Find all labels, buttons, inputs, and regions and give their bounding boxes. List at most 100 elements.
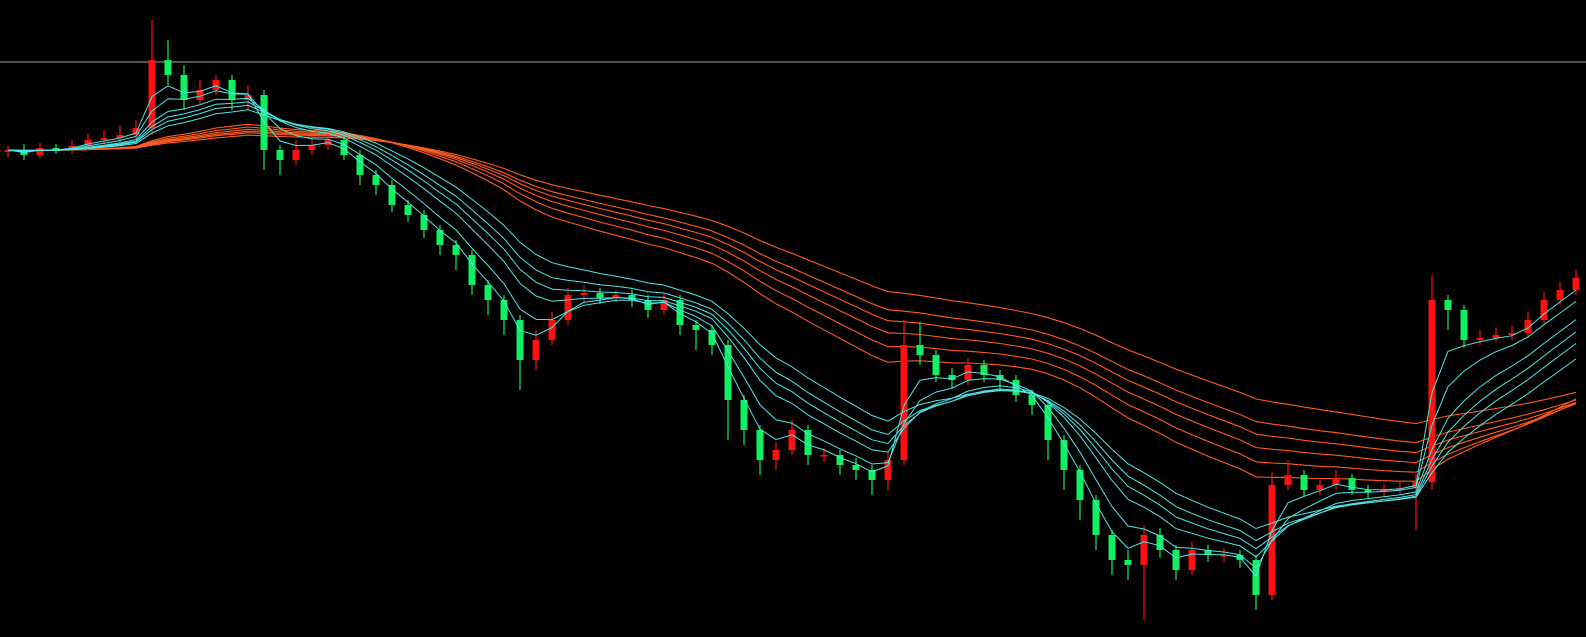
candle-body xyxy=(724,345,732,400)
candle xyxy=(772,442,780,470)
candle-body xyxy=(180,75,188,100)
candle xyxy=(532,330,540,370)
candle-body xyxy=(1076,470,1084,500)
candle xyxy=(564,288,572,325)
candle-body xyxy=(628,295,636,300)
candle xyxy=(1284,460,1292,490)
candle xyxy=(1172,545,1180,580)
candle xyxy=(356,150,364,185)
candle-body xyxy=(52,148,60,150)
candle xyxy=(4,146,12,158)
candle-body xyxy=(1556,290,1564,300)
candle-body xyxy=(1524,320,1532,333)
candle xyxy=(148,20,156,135)
candle xyxy=(404,200,412,222)
candle xyxy=(388,180,396,212)
candle-body xyxy=(804,430,812,455)
candle xyxy=(116,125,124,142)
candle-body xyxy=(1316,485,1324,490)
candle-body xyxy=(660,300,668,310)
candle xyxy=(996,370,1004,390)
candle-body xyxy=(900,345,908,460)
candle-body xyxy=(36,148,44,155)
candle xyxy=(260,90,268,170)
candle-body xyxy=(868,470,876,480)
candle-body xyxy=(1300,475,1308,490)
candle xyxy=(1412,474,1420,530)
fast-ema-8 xyxy=(7,97,1577,558)
candle xyxy=(1268,472,1276,600)
candle-body xyxy=(1540,300,1548,320)
candle-body xyxy=(1156,535,1164,550)
candle-body xyxy=(740,400,748,430)
candle-body xyxy=(964,365,972,380)
candle xyxy=(276,145,284,175)
candle-body xyxy=(500,300,508,320)
fast-ema-12 xyxy=(7,104,1577,542)
candle xyxy=(100,130,108,144)
candle-body xyxy=(100,138,108,140)
candle xyxy=(1364,485,1372,498)
candle-body xyxy=(1108,535,1116,560)
candle-body xyxy=(1060,440,1068,470)
candle-body xyxy=(148,60,156,128)
candle-body xyxy=(1092,500,1100,535)
candle-body xyxy=(1348,478,1356,490)
candle xyxy=(468,250,476,295)
fast-ema-3 xyxy=(7,85,1577,578)
candle-body xyxy=(212,80,220,90)
candle xyxy=(548,312,556,345)
slow-ema-50 xyxy=(7,132,1577,444)
candle xyxy=(52,144,60,154)
candle-body xyxy=(308,145,316,150)
candle-body xyxy=(356,155,364,175)
candle xyxy=(852,458,860,480)
candle-body xyxy=(1364,490,1372,492)
candle xyxy=(420,210,428,238)
candle-body xyxy=(1140,535,1148,565)
candle-body xyxy=(1220,555,1228,557)
candle-body xyxy=(1188,550,1196,570)
candle-body xyxy=(468,255,476,285)
candle xyxy=(884,452,892,490)
candle-body xyxy=(388,185,396,205)
candle-body xyxy=(788,430,796,450)
candle-body xyxy=(1444,300,1452,310)
candle-body xyxy=(292,150,300,160)
candle xyxy=(1444,295,1452,330)
candle xyxy=(1556,282,1564,305)
slow-ema-60 xyxy=(7,134,1577,425)
candle-body xyxy=(1492,335,1500,338)
candle xyxy=(580,285,588,302)
candle xyxy=(164,40,172,85)
candle-body xyxy=(1508,333,1516,335)
candle-body xyxy=(372,175,380,185)
candle-body xyxy=(436,230,444,245)
candle xyxy=(1124,550,1132,580)
candle xyxy=(1508,326,1516,340)
candle xyxy=(740,395,748,445)
candle-body xyxy=(1476,338,1484,340)
candle-body xyxy=(116,135,124,138)
slow-ema-40 xyxy=(7,128,1577,464)
candle-body xyxy=(1124,560,1132,565)
candle-body xyxy=(1460,310,1468,340)
candle-body xyxy=(276,150,284,160)
candle xyxy=(724,340,732,440)
candle xyxy=(708,325,716,355)
candle xyxy=(900,320,908,465)
candle-body xyxy=(484,285,492,300)
candle-body xyxy=(852,465,860,470)
candle-body xyxy=(1044,405,1052,440)
candle xyxy=(1300,470,1308,496)
candle xyxy=(196,80,204,105)
candle xyxy=(1348,474,1356,495)
candle xyxy=(836,450,844,475)
candle-body xyxy=(4,150,12,152)
candle-body xyxy=(196,90,204,100)
candle xyxy=(1460,305,1468,348)
candle-body xyxy=(1332,478,1340,485)
candle-body xyxy=(820,455,828,457)
candle-body xyxy=(1204,550,1212,555)
